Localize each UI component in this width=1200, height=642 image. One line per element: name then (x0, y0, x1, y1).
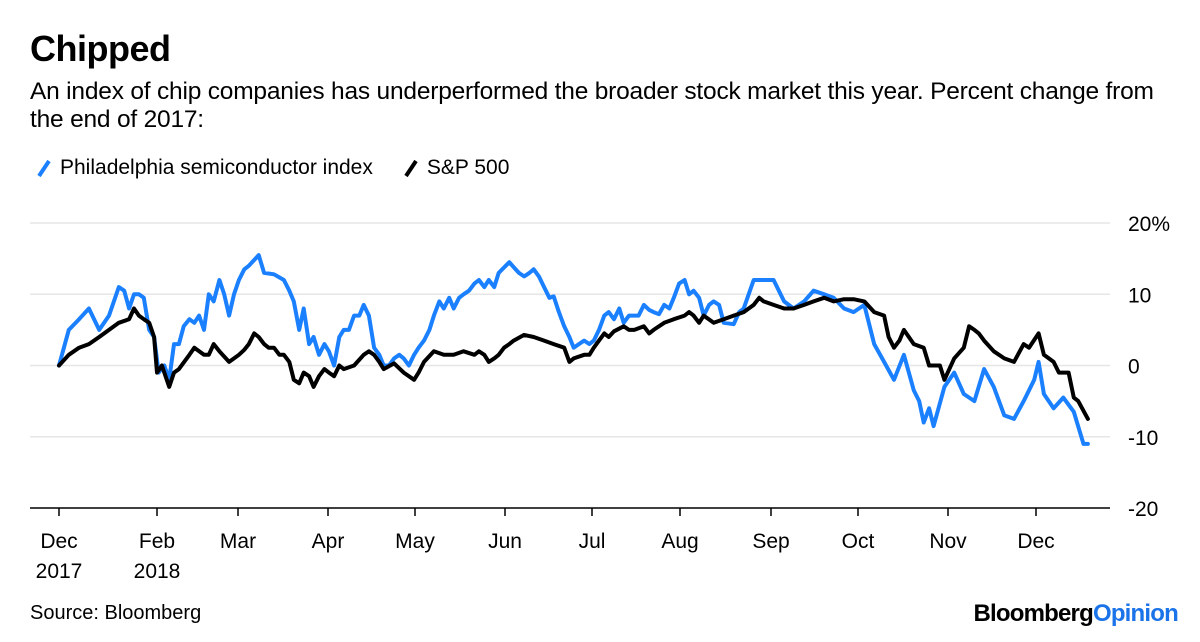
series-line-spx (57, 295, 1090, 421)
chart-subtitle: An index of chip companies has underperf… (30, 78, 1154, 133)
legend-label-sox: Philadelphia semiconductor index (60, 156, 373, 179)
y-tick-label: -10 (1128, 427, 1158, 450)
brand-main: Bloomberg (973, 600, 1093, 627)
x-tick-label: Dec (40, 530, 77, 553)
x-tick-label: Feb (139, 530, 175, 553)
x-tick-label: Aug (661, 530, 698, 553)
x-tick-label: Mar (220, 530, 256, 553)
legend-label-spx: S&P 500 (426, 156, 510, 179)
x-tick-label: May (395, 530, 435, 553)
x-tick-label: Apr (312, 530, 345, 553)
x-tick-label: Dec (1017, 530, 1054, 553)
x-tick-sublabel: 2017 (36, 560, 83, 583)
y-tick-label: -20 (1128, 498, 1158, 521)
source-note: Source: Bloomberg (30, 602, 202, 624)
x-tick-sublabel: 2018 (134, 560, 181, 583)
x-tick-label: Jul (579, 530, 606, 553)
legend-swatch-spx-icon (404, 159, 418, 178)
brand-accent: Opinion (1092, 600, 1179, 627)
x-tick-label: Oct (842, 530, 875, 553)
legend-item-sox: Philadelphia semiconductor index (36, 156, 373, 180)
x-tick-label: Sep (752, 530, 789, 553)
brand-logo: BloombergOpinion (973, 600, 1178, 628)
legend-swatch-sox-icon (37, 159, 51, 178)
legend-item-spx: S&P 500 (403, 156, 510, 180)
x-tick-label: Nov (929, 530, 967, 553)
y-tick-label: 0 (1128, 356, 1140, 379)
series-line-sox (57, 253, 1090, 446)
chart-title: Chipped (30, 28, 171, 69)
y-tick-label: 10 (1128, 284, 1151, 307)
y-tick-label: 20% (1128, 213, 1170, 236)
x-tick-label: Jun (488, 530, 522, 553)
legend: Philadelphia semiconductor index S&P 500 (36, 156, 539, 180)
